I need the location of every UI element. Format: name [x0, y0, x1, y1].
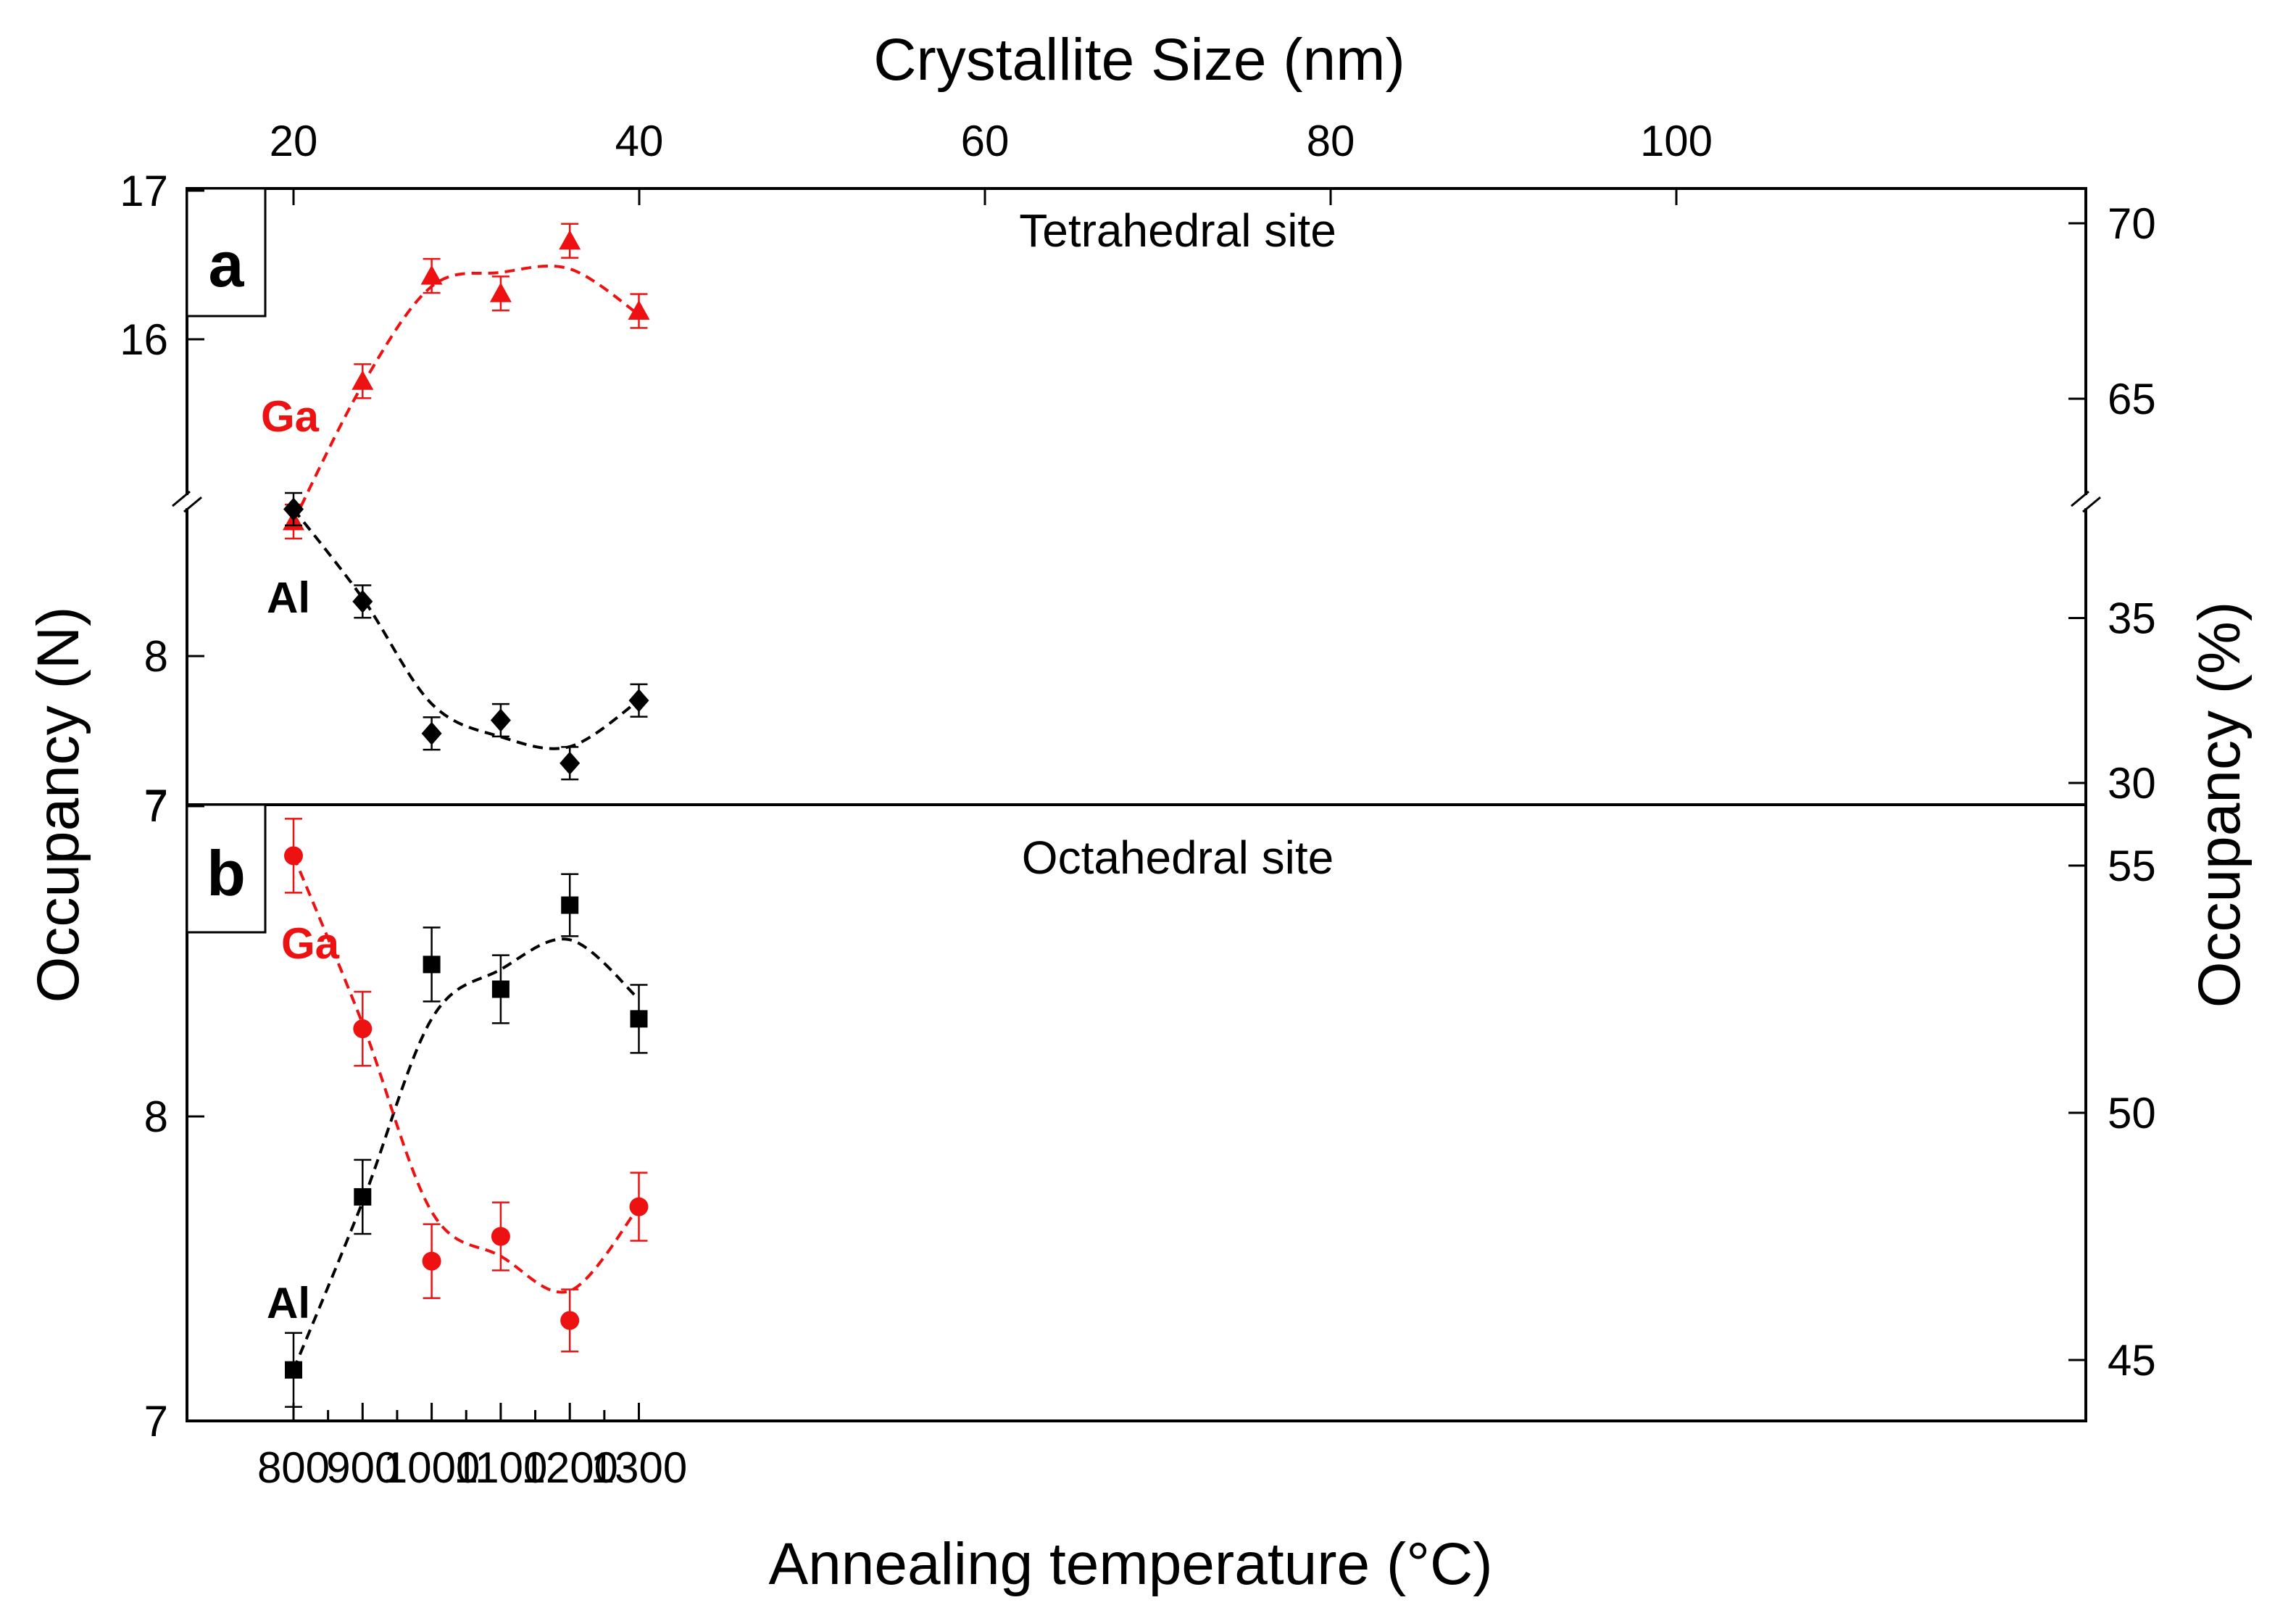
panel-b-al-point	[423, 955, 441, 974]
x-tick-label: 1200	[521, 1443, 617, 1492]
right-axis-break-mark	[2071, 490, 2089, 507]
panel-b-al-point	[354, 1187, 372, 1206]
panel-a-al-point	[490, 708, 511, 732]
top-tick-label: 20	[270, 117, 318, 165]
right-axis-break-mark	[2082, 496, 2101, 513]
panel-b-al-point	[630, 1010, 648, 1028]
panel-a-ga-label: Ga	[261, 392, 320, 441]
top-tick-label: 80	[1307, 117, 1355, 165]
left-tick-label: 7	[144, 781, 168, 829]
panel-a-al-point	[283, 497, 304, 521]
right-tick-label: 55	[2108, 842, 2156, 890]
x-tick-label: 1100	[454, 1443, 547, 1492]
right-tick-label: 50	[2108, 1089, 2156, 1137]
panel-b-ga-point	[284, 846, 303, 866]
panel-b-ga-point	[560, 1311, 580, 1330]
panel-a-ga-point	[352, 370, 374, 390]
panel-a-site-label: Tetrahedral site	[1019, 204, 1336, 257]
panel-a-ga-point	[628, 300, 650, 320]
panel-a-ga-point	[489, 282, 512, 302]
panel-a-al-label: Al	[267, 573, 310, 622]
panel-b-frame	[186, 803, 2087, 1422]
right-tick-label: 30	[2108, 759, 2156, 808]
top-tick-label: 40	[615, 117, 664, 165]
panel-b-ga-fit-line	[292, 855, 641, 1294]
panel-b-al-label: Al	[267, 1279, 310, 1327]
panel-a-al-point	[421, 721, 442, 745]
left-tick-label: 8	[144, 1093, 168, 1141]
panel-a-letter-box	[186, 187, 267, 318]
left-axis-title: Occupancy (N)	[25, 607, 91, 1003]
right-axis-title: Occupancy (%)	[2187, 602, 2253, 1008]
panel-a-ga-fit-line	[292, 264, 640, 523]
left-axis-break-mark	[172, 490, 191, 507]
panel-b-al-fit-line	[292, 937, 640, 1371]
panel-b-ga-point	[353, 1019, 373, 1039]
x-tick-label: 900	[326, 1443, 399, 1492]
right-tick-label: 70	[2108, 199, 2156, 248]
right-tick-label: 45	[2108, 1336, 2156, 1385]
left-tick-label: 16	[120, 315, 168, 364]
panel-b-ga-point	[491, 1227, 510, 1246]
left-tick-label: 7	[144, 782, 168, 831]
panel-a-letter: a	[209, 228, 245, 300]
x-tick-label: 800	[257, 1443, 330, 1492]
panel-a-ga-point	[559, 230, 581, 250]
x-tick-label: 1000	[383, 1443, 480, 1492]
panel-a-al-point	[352, 589, 373, 613]
x-axis-title: Annealing temperature (°C)	[768, 1531, 1492, 1597]
panel-b-al-point	[491, 980, 509, 998]
x-tick-label: 1300	[591, 1443, 687, 1492]
panel-a-al-fit-line	[292, 508, 640, 750]
panel-a-frame	[186, 187, 2087, 806]
panel-a-al-point	[628, 689, 649, 713]
panel-b-al-point	[285, 1361, 302, 1379]
top-tick-label: 100	[1640, 117, 1713, 165]
top-axis-title: Crystallite Size (nm)	[873, 27, 1405, 93]
left-axis-break-mark	[183, 496, 202, 513]
panel-b-ga-point	[422, 1251, 441, 1271]
panel-b-ga-label: Ga	[281, 919, 340, 968]
panel-b-letter-box	[186, 803, 267, 934]
panel-b-letter: b	[207, 837, 246, 909]
left-tick-label: 7	[144, 1397, 168, 1446]
panel-b-al-point	[561, 896, 579, 914]
panel-a-al-point	[560, 751, 581, 775]
panel-b-ga-point	[629, 1197, 649, 1216]
top-tick-label: 60	[961, 117, 1010, 165]
panel-b-site-label: Octahedral site	[1022, 832, 1334, 884]
left-tick-label: 17	[120, 167, 168, 215]
right-tick-label: 65	[2108, 375, 2156, 423]
right-tick-label: 35	[2108, 594, 2156, 643]
left-tick-label: 8	[144, 632, 168, 681]
panel-a-ga-point	[420, 265, 443, 285]
